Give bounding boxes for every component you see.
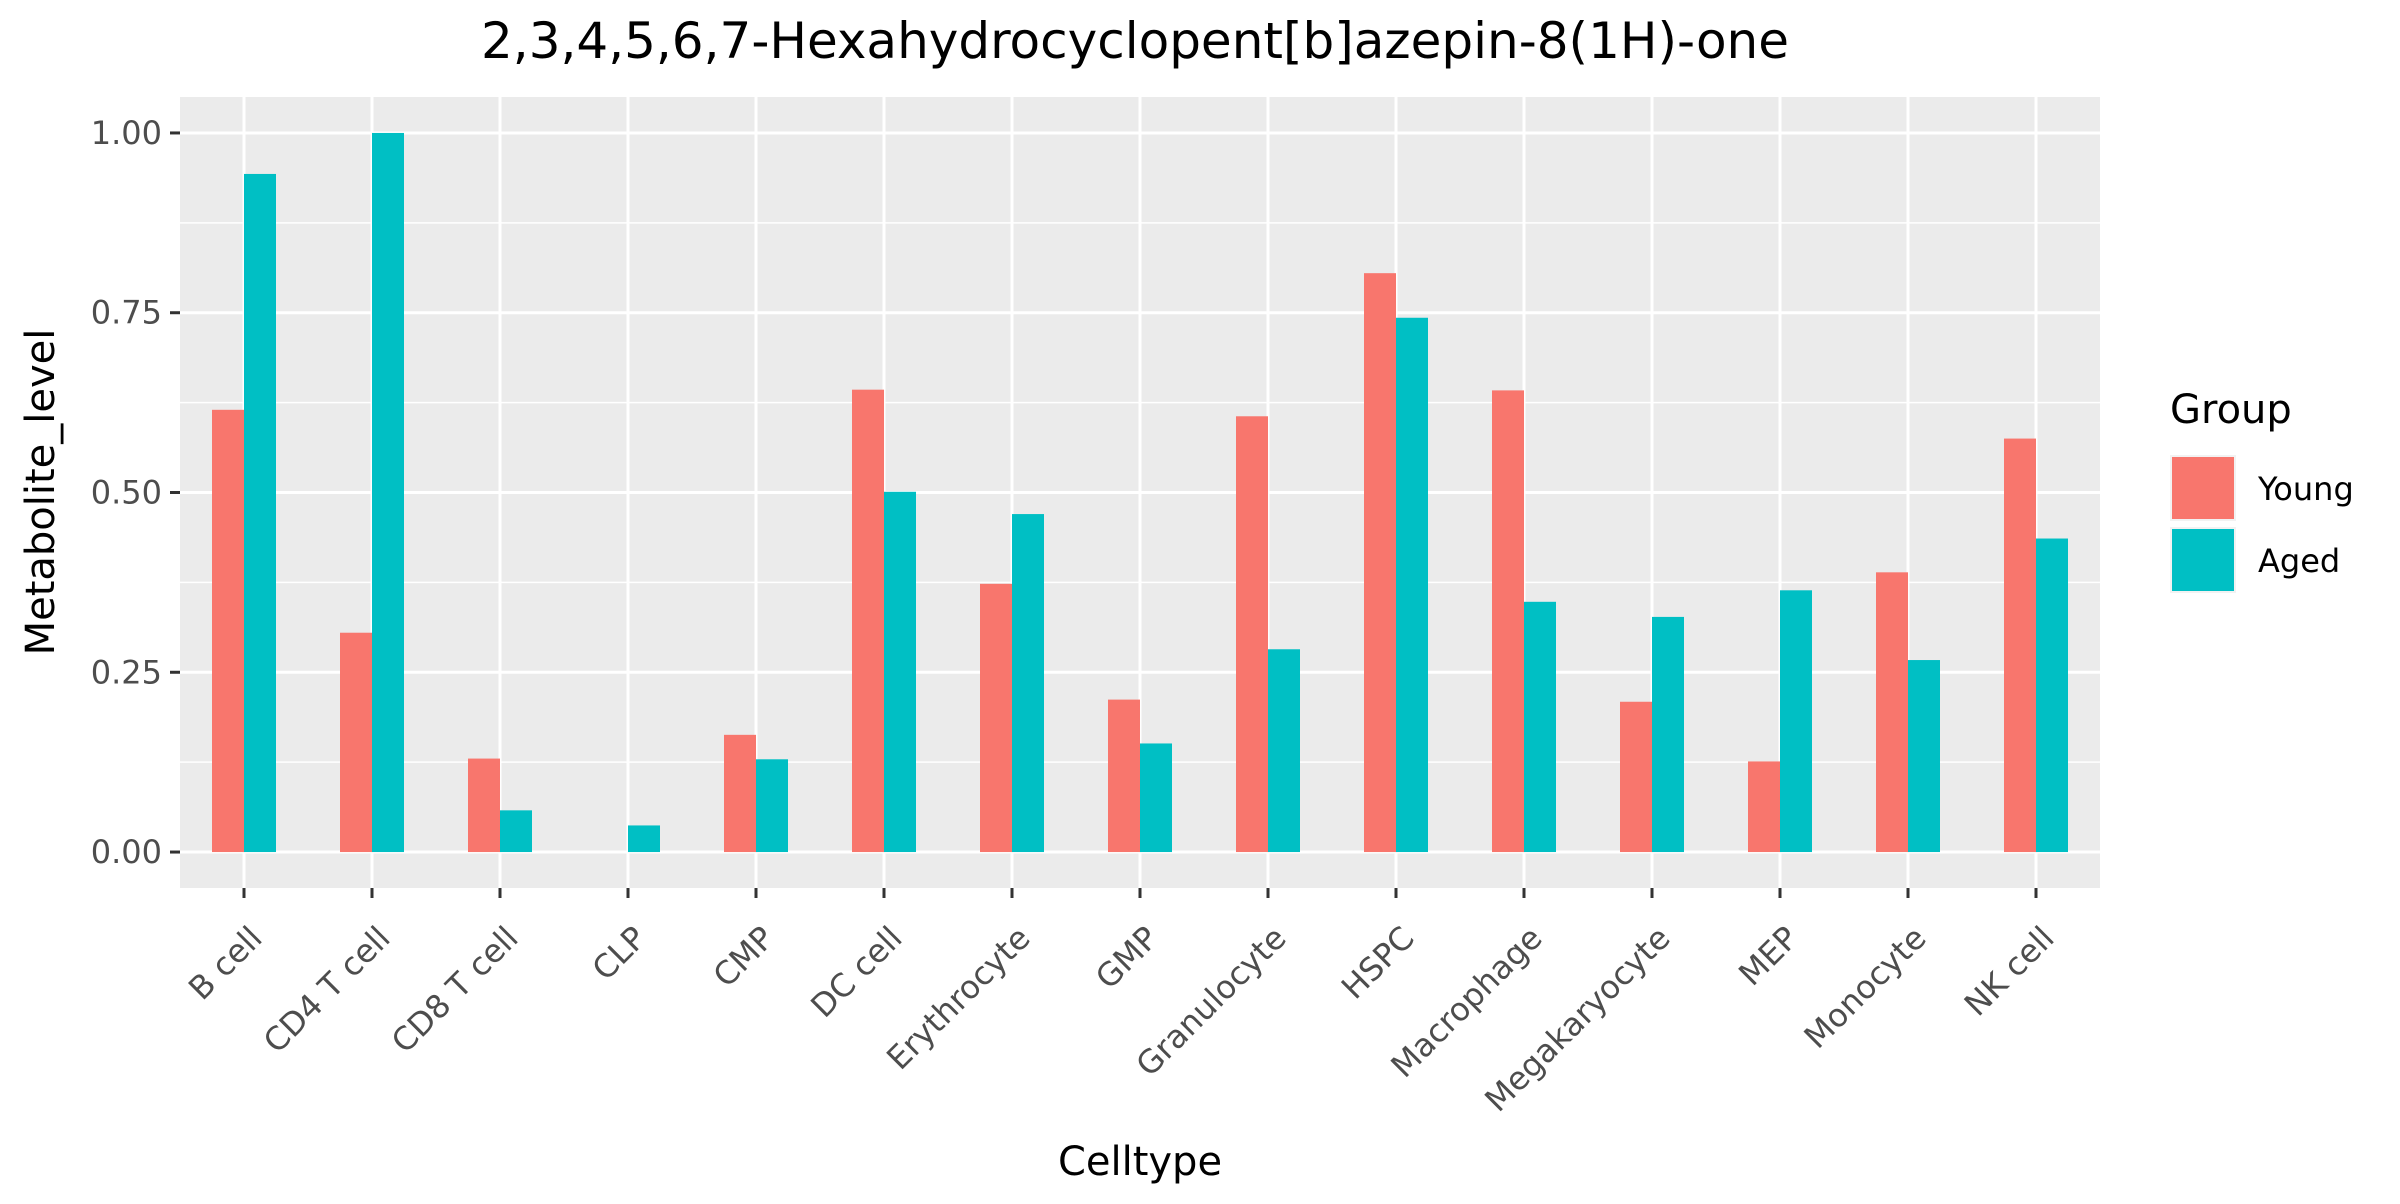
x-tick-label: CD4 T cell	[256, 919, 398, 1061]
bar-young	[1620, 701, 1652, 853]
bar-young	[1492, 390, 1524, 853]
legend-key-young	[2172, 457, 2234, 519]
legend-label-aged: Aged	[2258, 542, 2340, 580]
y-tick-label: 0.50	[91, 474, 162, 512]
bar-aged	[884, 491, 916, 853]
y-axis: 0.00 0.25 0.50 0.75 1.00	[91, 114, 180, 871]
legend-label-young: Young	[2257, 470, 2354, 508]
x-tick-label: HSPC	[1334, 919, 1422, 1007]
bar-young	[340, 632, 372, 853]
legend-key-aged	[2172, 529, 2234, 591]
legend: Group Young Aged	[2170, 387, 2354, 593]
bar-young	[2004, 438, 2036, 853]
bar-aged	[1396, 317, 1428, 853]
y-axis-label: Metabolite_level	[18, 329, 64, 656]
bar-aged	[2036, 538, 2068, 853]
x-tick-label: B cell	[181, 919, 270, 1008]
bar-aged	[1780, 590, 1812, 853]
x-tick-label: CD8 T cell	[384, 919, 526, 1061]
chart-title: 2,3,4,5,6,7-Hexahydrocyclopent[b]azepin-…	[481, 12, 1789, 70]
bar-young	[1236, 416, 1268, 853]
bar-aged	[628, 825, 660, 853]
x-tick-label: Monocyte	[1797, 919, 1934, 1056]
bar-aged	[1524, 601, 1556, 853]
y-tick-label: 0.25	[91, 653, 162, 691]
bar-aged	[1012, 514, 1044, 853]
bar-aged	[756, 759, 788, 853]
bar-aged	[500, 810, 532, 853]
x-tick-label: MEP	[1731, 919, 1805, 993]
bar-aged	[1140, 743, 1172, 853]
bar-young	[1876, 572, 1908, 853]
bar-young	[1364, 273, 1396, 853]
legend-title: Group	[2170, 387, 2292, 433]
y-tick-label: 1.00	[91, 114, 162, 152]
bar-young	[1108, 699, 1140, 853]
bar-aged	[1652, 616, 1684, 853]
bar-young	[212, 409, 244, 853]
bar-aged	[1908, 660, 1940, 853]
y-tick-label: 0.75	[91, 294, 162, 332]
bar-young	[1748, 761, 1780, 853]
x-tick-label: GMP	[1088, 919, 1166, 997]
bar-aged	[372, 132, 404, 853]
x-tick-label: CMP	[706, 919, 782, 995]
bar-aged	[244, 173, 276, 853]
bar-young	[724, 734, 756, 853]
bar-young	[980, 583, 1012, 853]
bar-young	[468, 758, 500, 853]
bar-young	[852, 389, 884, 853]
y-tick-label: 0.00	[91, 833, 162, 871]
x-tick-label: NK cell	[1957, 919, 2062, 1024]
bars	[212, 132, 2068, 853]
bar-aged	[1268, 649, 1300, 853]
x-tick-label: CLP	[585, 919, 654, 988]
x-axis-label: Celltype	[1058, 1139, 1222, 1185]
x-tick-label: DC cell	[803, 919, 909, 1025]
